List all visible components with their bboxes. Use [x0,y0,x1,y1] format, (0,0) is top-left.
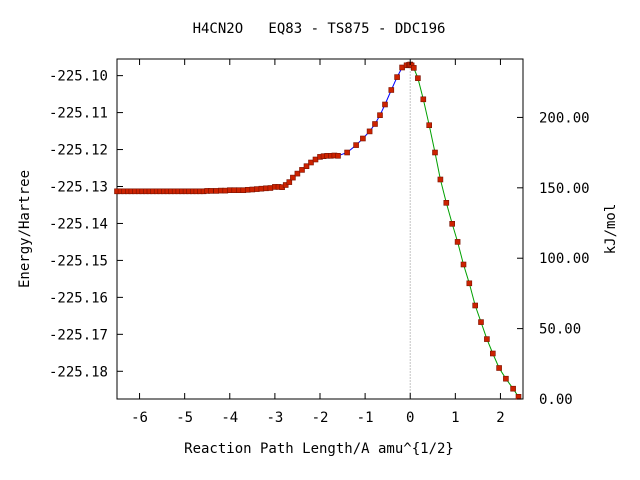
y2-tick-label: 150.00 [539,181,590,197]
y-tick-label: -225.16 [49,290,108,306]
data-point [282,182,289,188]
y2-tick-label: 0.00 [539,392,573,408]
data-point [415,75,421,81]
chart-title: H4CN2O EQ83 - TS875 - DDC196 [193,21,446,37]
x-tick-label: 2 [496,410,504,426]
data-point [478,319,484,325]
data-point [382,101,388,108]
data-point [294,170,301,177]
y-axis-tick-labels: -225.10 -225.11 -225.12 -225.13 -225.14 -225.… [49,69,108,381]
y-tick-label: -225.12 [49,143,108,159]
y2-tick-label: 200.00 [539,110,590,126]
y2-axis-tick-labels: 0.00 50.00 100.00 150.00 200.00 [539,110,590,408]
y-tick-label: -225.11 [49,106,108,122]
x-axis-tick-labels: -6 -5 -4 -3 -2 -1 0 1 2 [131,410,505,426]
y-tick-label: -225.13 [49,180,108,196]
y2-tick-label: 50.00 [539,322,581,338]
y-tick-label: -225.18 [49,364,108,380]
data-point [366,128,373,135]
y-tick-label: -225.14 [49,216,108,232]
data-point [426,122,433,128]
data-point [372,121,378,127]
data-point [443,200,450,206]
y2-axis-label: kJ/mol [603,204,619,255]
data-point [394,74,400,80]
data-points [114,61,522,400]
data-point [377,112,383,118]
x-tick-label: -4 [221,410,238,426]
data-point [454,239,461,245]
data-point [503,375,509,382]
x-axis-label: Reaction Path Length/A amu^{1/2} [184,441,454,457]
y-tick-label: -225.17 [49,327,108,343]
x-tick-label: -3 [266,410,283,426]
data-point [299,167,305,173]
data-point [213,188,219,194]
data-point [308,159,314,166]
x-tick-label: -2 [312,410,329,426]
data-point [496,365,502,371]
data-point [420,96,427,103]
data-point [208,188,214,194]
data-point [449,221,456,227]
plot-area [114,58,524,400]
data-point [388,87,395,93]
data-point [472,302,479,309]
data-point [432,149,438,156]
axis-ticks [117,59,523,400]
y-axis-label: Energy/Hartree [17,170,33,288]
data-point [335,153,341,159]
left-branch-line [117,64,411,192]
data-point [353,142,359,148]
series-lines [117,64,519,398]
data-point [254,186,260,192]
data-point [344,149,350,156]
plot-frame [116,58,524,400]
x-tick-label: 1 [451,410,459,426]
x-tick-label: 0 [406,410,414,426]
data-point [286,179,293,185]
data-point [360,135,366,142]
data-point [489,350,496,357]
data-point [437,176,444,183]
data-point [484,336,490,342]
data-point [510,385,516,392]
x-tick-label: -1 [357,410,374,426]
y-tick-label: -225.10 [49,69,108,85]
x-tick-label: -5 [176,410,193,426]
data-point [460,261,467,268]
y-tick-label: -225.15 [49,253,108,269]
y2-tick-label: 100.00 [539,251,590,267]
data-point [303,163,310,169]
data-point [410,65,417,71]
data-point [290,174,296,181]
x-tick-label: -6 [131,410,148,426]
right-branch-line [409,64,519,398]
data-point [466,280,473,287]
